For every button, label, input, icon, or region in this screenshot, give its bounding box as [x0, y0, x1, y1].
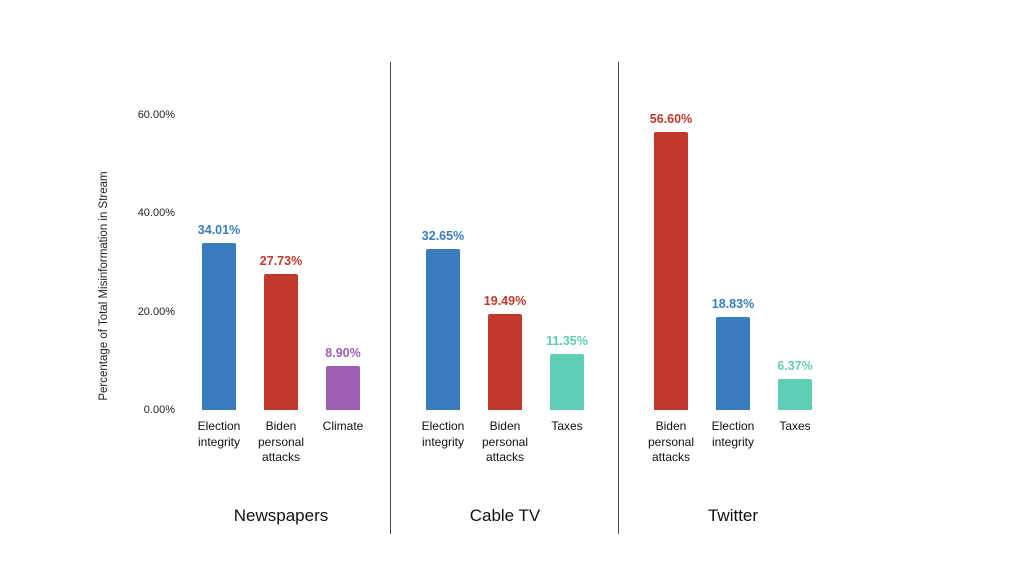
bar-group: 27.73% [250, 115, 312, 410]
category-label: Election integrity [711, 419, 755, 449]
y-axis-ticks: 0.00% 20.00% 40.00% 60.00% [125, 0, 175, 576]
bar-group: 18.83% [702, 115, 764, 410]
panel-cable-tv: 32.65% 19.49% 11.35% Election integrity Bide… [412, 0, 598, 576]
panel-divider [618, 62, 619, 534]
bar-value-label: 11.35% [546, 334, 588, 349]
panel-newspapers: 34.01% 27.73% 8.90% Election integrity Biden… [188, 0, 374, 576]
bar-row: 34.01% 27.73% 8.90% [188, 115, 374, 410]
category-labels: Biden personal attacks Election integrity… [640, 419, 826, 466]
panel-title: Cable TV [469, 506, 541, 525]
bar-value-label: 19.49% [483, 294, 527, 309]
bar-group: 19.49% [474, 115, 536, 410]
category-label: Biden personal attacks [481, 419, 529, 465]
bar-value-label: 34.01% [197, 222, 241, 237]
category-label: Biden personal attacks [647, 419, 695, 465]
bar-row: 56.60% 18.83% 6.37% [640, 111, 826, 410]
y-axis-title: Percentage of Total Misinformation in St… [98, 171, 110, 401]
category-label: Climate [322, 419, 364, 433]
category-label: Taxes [551, 419, 583, 433]
category-label: Biden personal attacks [257, 419, 305, 465]
y-tick-label: 20.00% [137, 305, 175, 318]
bar-group: 11.35% [536, 115, 598, 410]
panel-twitter: 56.60% 18.83% 6.37% Biden personal attacks E… [640, 0, 826, 576]
category-label: Election integrity [421, 419, 465, 449]
panel-divider [390, 62, 391, 534]
bar-group: 6.37% [764, 115, 826, 410]
bar-value-label: 6.37% [777, 358, 813, 373]
bar [654, 131, 688, 410]
bar-value-label: 56.60% [649, 111, 693, 126]
y-tick-label: 60.00% [137, 109, 175, 121]
bar-group: 56.60% [640, 111, 702, 410]
category-labels: Election integrity Biden personal attacks… [412, 419, 598, 466]
bar-group: 32.65% [412, 115, 474, 410]
category-label: Election integrity [197, 419, 241, 449]
bar [488, 314, 522, 410]
bar [426, 249, 460, 410]
bar-group: 34.01% [188, 115, 250, 410]
bar [264, 273, 298, 410]
panel-title: Newspapers [233, 506, 329, 525]
y-tick-label: 0.00% [143, 404, 175, 416]
bar-value-label: 27.73% [259, 253, 303, 268]
panel-title: Twitter [707, 506, 759, 525]
bar-value-label: 8.90% [325, 346, 361, 361]
category-labels: Election integrity Biden personal attacks… [188, 419, 374, 466]
bar-value-label: 18.83% [711, 297, 755, 312]
bar-value-label: 32.65% [421, 229, 465, 244]
bar [202, 242, 236, 410]
bar-group: 8.90% [312, 115, 374, 410]
category-label: Taxes [779, 419, 811, 433]
bar [550, 354, 584, 410]
bar [326, 366, 360, 410]
bar [716, 317, 750, 410]
bar-row: 32.65% 19.49% 11.35% [412, 115, 598, 410]
bar [778, 378, 812, 410]
y-tick-label: 40.00% [137, 207, 175, 220]
